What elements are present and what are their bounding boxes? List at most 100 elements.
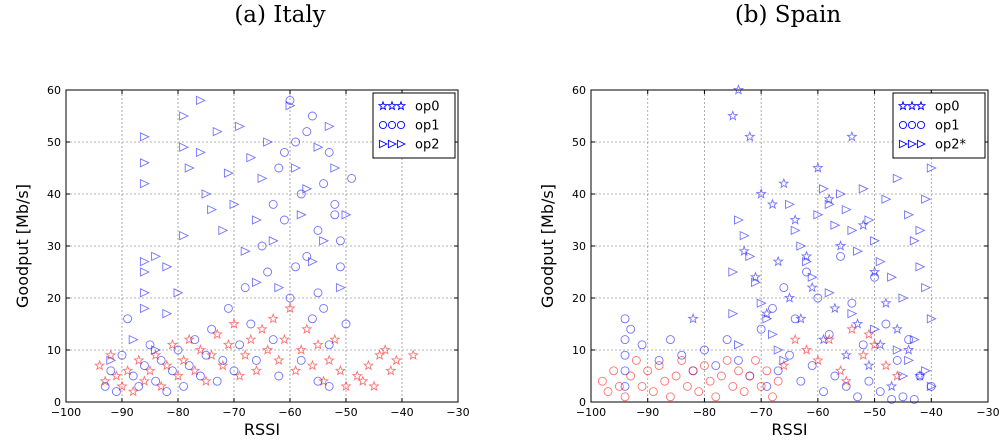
chart-a-data-point: [106, 355, 117, 366]
chart-a-data-point: [279, 147, 289, 157]
chart-a-ytick-label: 10: [47, 344, 61, 357]
chart-a-ytick-label: 50: [47, 136, 61, 149]
chart-a-data-point: [195, 95, 206, 106]
chart-b-data-point: [766, 198, 779, 210]
chart-b-data-point: [665, 335, 675, 345]
chart-a-data-point: [324, 340, 334, 350]
chart-a-data-point: [217, 359, 229, 371]
chart-b-data-point: [824, 329, 834, 339]
chart-b-data-point: [880, 297, 892, 308]
chart-a-data-point: [139, 178, 150, 189]
chart-b-xtick-label: −40: [920, 406, 943, 419]
chart-b-data-point: [789, 333, 801, 345]
chart-b-legend-label: op0: [935, 100, 959, 115]
chart-b-data-point: [711, 392, 721, 402]
chart-b-data-point: [614, 381, 624, 391]
chart-b-data-point: [620, 366, 630, 376]
chart-a-data-point: [184, 163, 195, 173]
chart-b-data-point: [880, 359, 892, 371]
chart-b-data-point: [847, 225, 858, 236]
chart-b-legend-marker: [898, 139, 909, 149]
chart-b-data-point: [790, 314, 800, 324]
chart-b-data-point: [904, 335, 914, 345]
chart-a-legend: op0 op1 op2: [372, 92, 456, 159]
chart-a-series-1: [100, 95, 357, 397]
chart-b-data-point: [864, 376, 874, 386]
chart-b-data-point: [785, 350, 794, 360]
chart-b-data-point: [756, 324, 766, 334]
chart-b-data-point: [812, 354, 824, 366]
chart-b-data-point: [836, 189, 846, 199]
chart-a-data-point: [166, 338, 178, 350]
chart-b-data-point: [751, 277, 761, 288]
chart-b-series-1: [620, 251, 936, 404]
chart-a-legend-marker: [387, 139, 398, 149]
chart-a-data-point: [162, 387, 172, 397]
chart-a-data-point: [307, 111, 317, 121]
chart-a-data-point: [229, 366, 239, 376]
chart-b-xtick-label: −80: [693, 406, 716, 419]
chart-a-data-point: [173, 288, 184, 298]
chart-b-data-point: [892, 173, 903, 184]
chart-a-data-point: [123, 314, 133, 324]
chart-b-legend-marker: [916, 139, 927, 149]
chart-a-data-point: [390, 354, 402, 366]
chart-a-legend-marker: [378, 139, 389, 149]
chart-b-data-point: [631, 355, 641, 365]
chart-b-data-point: [699, 345, 709, 355]
chart-a-ytick-label: 30: [47, 240, 61, 253]
chart-b-data-point: [620, 392, 630, 402]
chart-b-data-point: [840, 375, 852, 386]
chart-b-data-point: [744, 130, 756, 142]
chart-a-data-point: [194, 344, 206, 355]
chart-b-data-point: [728, 308, 739, 319]
chart-b-data-point: [762, 314, 773, 324]
chart-b-data-point: [795, 312, 807, 324]
chart-b-data-point: [857, 219, 869, 230]
chart-b-data-point: [921, 194, 932, 204]
chart-a-data-point: [162, 262, 173, 272]
chart-a-legend-marker: [396, 139, 407, 149]
chart-b-data-point: [824, 288, 835, 298]
chart-b-data-point: [749, 271, 762, 282]
chart-a-data-point: [178, 354, 190, 366]
chart-b-caption: (b) Spain: [734, 2, 842, 28]
chart-a-data-point: [302, 184, 313, 194]
chart-a-xtick-label: −50: [334, 406, 357, 419]
chart-b-data-point: [824, 199, 835, 210]
chart-b-data-point: [734, 355, 743, 365]
chart-b-data-point: [734, 215, 744, 225]
chart-a-data-point: [212, 376, 222, 386]
chart-a-data-point: [116, 380, 128, 392]
chart-b-data-point: [643, 366, 653, 376]
chart-b-xtick-label: −60: [806, 406, 829, 419]
chart-b-data-point: [716, 371, 726, 381]
chart-a-legend-label: op0: [415, 100, 439, 115]
chart-b-data-point: [637, 340, 647, 350]
chart-b-data-point: [834, 364, 847, 376]
chart-a-data-point: [139, 361, 149, 371]
chart-b-data-point: [728, 381, 738, 391]
chart-a-data-point: [99, 375, 111, 386]
chart-b-series-4: [778, 323, 903, 386]
chart-a-data-point: [340, 380, 352, 392]
chart-a-data-point: [330, 199, 340, 209]
chart-b-data-point: [898, 371, 909, 381]
chart-a-points: [94, 95, 419, 397]
chart-a-xtick-label: −30: [446, 406, 469, 419]
chart-a-data-point: [195, 147, 206, 158]
chart-a-data-point: [351, 370, 363, 381]
chart-b-data-point: [909, 236, 920, 246]
chart-b-data-point: [858, 340, 868, 350]
chart-a-data-point: [330, 210, 340, 220]
chart-b-data-point: [802, 267, 811, 277]
chart-a-legend-marker: [378, 120, 388, 130]
chart-b-data-point: [870, 324, 881, 334]
chart-b-data-point: [660, 376, 670, 386]
chart-a-data-point: [268, 335, 278, 345]
chart-b-data-point: [921, 366, 932, 376]
chart-b-data-point: [739, 387, 749, 397]
chart-a-legend-marker: [377, 100, 389, 111]
